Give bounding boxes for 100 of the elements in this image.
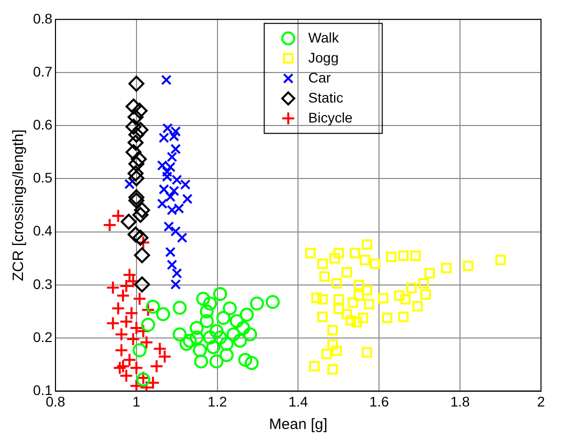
point [250, 296, 264, 311]
point [166, 260, 178, 270]
point [140, 335, 154, 350]
point [192, 343, 207, 358]
point [157, 160, 168, 171]
point [126, 144, 142, 160]
point [116, 359, 130, 374]
point [190, 330, 204, 345]
y-tick-label: 0.4 [32, 222, 53, 239]
point [170, 126, 181, 137]
point [200, 304, 214, 319]
point [418, 278, 429, 289]
point [220, 348, 234, 362]
point [327, 364, 338, 375]
point [362, 239, 372, 250]
point [266, 294, 280, 309]
point [141, 318, 156, 332]
point [128, 134, 144, 151]
x-tick-label: 1.8 [450, 393, 470, 410]
point [132, 102, 148, 119]
point [200, 314, 214, 328]
point [119, 279, 134, 294]
point [362, 347, 372, 358]
point [158, 184, 170, 195]
point [333, 248, 344, 258]
point [462, 260, 474, 272]
x-tick-label: 1.2 [208, 393, 228, 410]
point [194, 354, 208, 368]
point [128, 189, 144, 206]
legend-label: Static [308, 89, 344, 106]
point [441, 262, 452, 274]
point [128, 76, 144, 92]
point [150, 359, 164, 374]
point [106, 316, 120, 330]
point [305, 248, 316, 258]
point [360, 254, 370, 266]
point [132, 122, 148, 138]
point [116, 288, 130, 303]
point [362, 285, 372, 296]
point [134, 202, 150, 218]
point [170, 226, 181, 237]
point [156, 307, 170, 322]
point [203, 296, 218, 311]
point [111, 301, 126, 316]
point [358, 312, 368, 324]
point [420, 289, 431, 300]
point [114, 343, 128, 358]
point [331, 346, 342, 356]
point [400, 294, 411, 305]
x-tick-label: 1 [132, 393, 140, 410]
point [333, 304, 344, 314]
point [352, 316, 362, 328]
point [182, 194, 193, 204]
point [128, 226, 144, 243]
point [370, 258, 380, 269]
point [213, 287, 228, 301]
y-axis-title: ZCR [crossings/length] [10, 129, 28, 282]
point [210, 324, 224, 338]
point [126, 98, 142, 115]
point [128, 126, 144, 143]
point [406, 282, 417, 294]
point [161, 74, 172, 86]
point [216, 310, 230, 325]
point [398, 250, 409, 261]
point [141, 302, 156, 317]
point [206, 340, 220, 354]
point [134, 276, 150, 292]
point [203, 330, 218, 345]
y-tick-label: 0.8 [32, 10, 53, 26]
point [236, 320, 250, 335]
point [354, 290, 364, 301]
point [119, 314, 134, 329]
point [130, 151, 147, 168]
point [172, 327, 187, 342]
point [180, 336, 194, 351]
x-axis-title: Mean [g] [269, 416, 328, 434]
point [120, 214, 137, 230]
legend-label: Bicycle [308, 109, 353, 126]
point [172, 300, 187, 315]
y-tick-label: 0.6 [32, 116, 53, 132]
point [136, 235, 150, 250]
point [128, 165, 144, 182]
point [386, 252, 397, 262]
point [102, 218, 117, 232]
point [226, 327, 240, 342]
point [327, 339, 338, 350]
y-tick-label: 0.2 [32, 328, 53, 345]
point [350, 248, 360, 258]
legend-label: Car [308, 69, 332, 86]
point [213, 330, 228, 345]
point [129, 378, 144, 392]
point [382, 312, 392, 324]
point [128, 170, 144, 186]
point [196, 292, 210, 306]
point [354, 280, 364, 290]
point [309, 360, 320, 372]
point [146, 300, 160, 314]
point [222, 301, 237, 316]
point [132, 343, 147, 358]
point [134, 247, 150, 264]
